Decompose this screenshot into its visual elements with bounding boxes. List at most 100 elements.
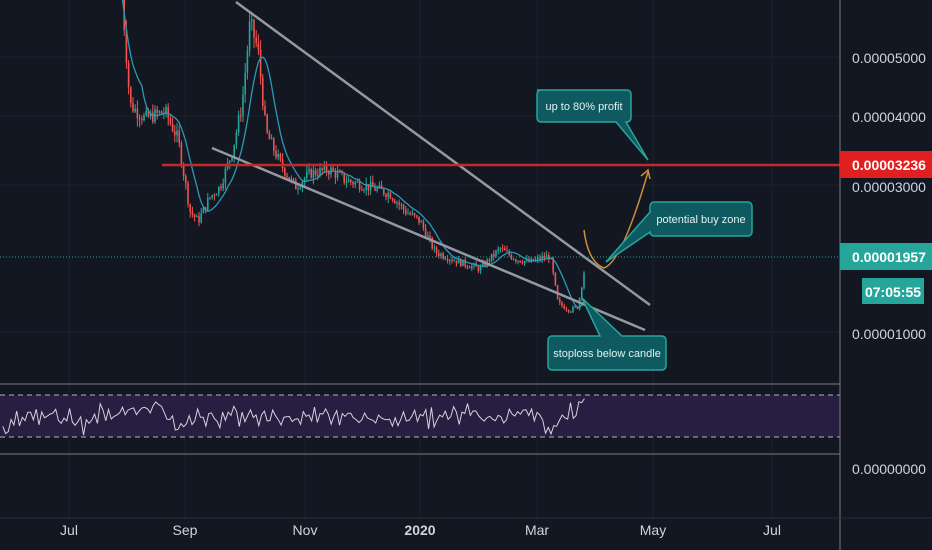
candle-body [141,119,143,121]
candle-body [213,195,216,197]
candle-body [266,114,268,133]
candle-body [143,115,145,121]
rsi-panel[interactable] [0,383,932,455]
candle-body [521,262,524,264]
candle-body [233,144,235,158]
candle-body [497,248,499,251]
candle-body [259,49,262,78]
candle-body [356,181,359,183]
candle-body [215,194,218,196]
candle-body [510,255,513,259]
candle-body [218,186,220,195]
candle-body [182,165,185,176]
x-tick-label: Jul [60,522,78,538]
candle-body [541,256,543,260]
projection-path[interactable] [583,171,649,269]
candle-body [400,204,403,206]
candle-body [149,112,152,117]
candle-body [167,107,169,119]
candle-body [222,183,224,189]
candle-body [156,109,158,113]
countdown-tag [862,278,924,304]
callout-buy-zone[interactable]: potential buy zone [605,201,753,263]
resistance-price-tag [840,151,932,178]
x-tick-label: Mar [525,522,549,538]
x-tick-label: May [640,522,666,538]
upper-trendline[interactable] [235,0,651,307]
candle-body [134,108,136,112]
candle-body [345,182,348,184]
candle-body [240,115,242,117]
candle-body [409,213,411,215]
candle-body [442,253,444,259]
candle-body [341,172,343,174]
price-scale[interactable]: 0.00005000 0.00004000 0.00003000 0.00001… [839,0,932,550]
candle-body [169,118,172,124]
candle-body [460,258,462,266]
candle-body [424,228,427,237]
callout-buy-zone-box [605,201,753,263]
lower-trendline[interactable] [211,146,646,332]
candle-body [431,237,433,249]
candle-body [464,259,466,266]
callout-profit[interactable]: up to 80% profit [536,89,649,161]
candle-body [358,181,361,190]
candle-body [512,258,515,260]
candle-body [561,302,563,306]
candle-body [482,262,484,267]
x-tick-label: Jul [763,522,781,538]
candle-body [138,118,141,120]
candle-body [193,214,196,218]
time-scale[interactable]: Jul Sep Nov 2020 Mar May Jul [0,517,932,538]
candle-body [253,19,255,38]
candle-body [339,172,341,174]
candle-body [270,138,273,140]
candle-body [537,257,539,260]
candle-body [495,250,497,257]
callout-stoploss[interactable]: stoploss below candle [547,297,667,371]
candle-body [539,257,541,260]
candle-body [548,255,550,259]
trendlines[interactable] [211,0,651,332]
candle-body [295,180,297,190]
candle-body [185,175,187,184]
candle-body [479,266,482,272]
candle-body [224,168,227,184]
candle-body [523,260,526,264]
candle-body [132,103,134,112]
callout-profit-box [536,89,649,161]
candle-body [231,157,233,161]
candle-body [321,168,323,171]
callout-profit-label: up to 80% profit [545,101,622,113]
candle-body [207,198,209,211]
countdown-label: 07:05:55 [865,284,921,300]
candle-body [490,253,493,262]
candle-body [125,30,128,63]
candle-body [297,188,299,190]
candle-body [365,184,367,190]
candle-body [237,115,240,133]
candle-body [189,204,191,212]
candle-body [422,221,425,229]
candle-body [429,235,431,238]
candle-body [372,181,374,188]
candle-body [567,309,570,312]
candle-body [303,178,306,182]
candle-body [416,215,418,217]
candle-body [262,77,264,107]
candle-body [286,175,288,178]
candle-body [209,197,211,199]
candle-body [171,123,174,132]
candle-body [288,177,290,180]
candle-body [455,260,458,264]
projection-arrow-icon [640,168,651,180]
y-tick-label: 0.00005000 [852,50,926,66]
candle-body [198,215,200,223]
candle-body [453,260,455,262]
candle-body [325,165,328,173]
candle-body [165,107,167,114]
candle-body [385,194,387,198]
candle-body [471,265,473,269]
